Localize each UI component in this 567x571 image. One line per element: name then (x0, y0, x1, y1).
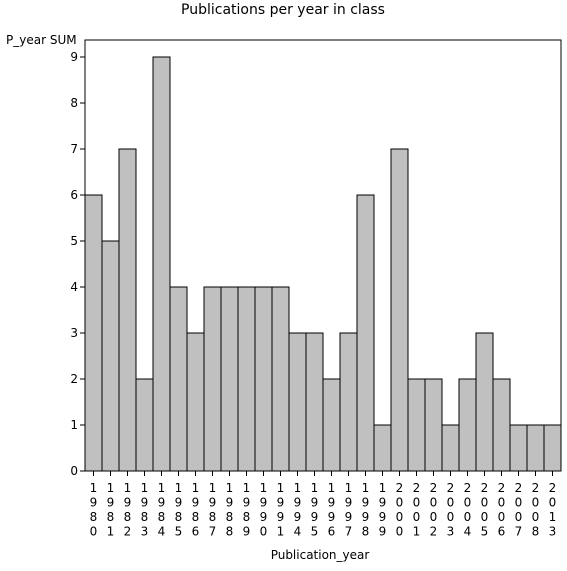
bar-1991 (271, 286, 290, 472)
bar-2004 (458, 378, 477, 472)
bar-1988 (220, 286, 239, 472)
plot-frame (84, 39, 562, 472)
bar-1983 (135, 378, 154, 472)
bar-1986 (186, 332, 205, 472)
y-tick-label: 8 (70, 96, 78, 110)
y-tick-label: 3 (70, 326, 78, 340)
bar-1987 (203, 286, 222, 472)
bar-1995 (305, 332, 324, 472)
bar-1990 (254, 286, 273, 472)
y-tick-label: 9 (70, 50, 78, 64)
bar-2006 (492, 378, 511, 472)
y-tick-label: 6 (70, 188, 78, 202)
bar-2013 (543, 424, 562, 472)
bar-2008 (526, 424, 545, 472)
y-axis-label: P_year SUM (6, 33, 77, 47)
bars-group (84, 56, 562, 472)
chart-title: Publications per year in class (181, 2, 385, 18)
bar-2007 (509, 424, 528, 472)
bar-1985 (169, 286, 188, 472)
bar-1997 (339, 332, 358, 472)
bar-1994 (288, 332, 307, 472)
bar-1989 (237, 286, 256, 472)
bar-1981 (101, 240, 120, 472)
y-tick-label: 4 (70, 280, 78, 294)
bar-2002 (424, 378, 443, 472)
x-axis-label: Publication_year (271, 548, 370, 562)
bar-2001 (407, 378, 426, 472)
bar-1984 (152, 56, 171, 472)
bar-1982 (118, 148, 137, 472)
bar-1996 (322, 378, 341, 472)
bar-2003 (441, 424, 460, 472)
y-axis-ticks: 0 1 2 3 4 5 6 7 8 9 (70, 50, 85, 478)
y-tick-label: 0 (70, 464, 78, 478)
bar-2005 (475, 332, 494, 472)
bar-2000 (390, 148, 409, 472)
bar-1998 (356, 194, 375, 472)
y-tick-label: 2 (70, 372, 78, 386)
y-tick-label: 7 (70, 142, 78, 156)
y-tick-label: 1 (70, 418, 78, 432)
x-axis-ticks: 1 9 8 0 1 9 8 1 1 9 8 2 1 9 8 3 1 9 8 4 1 9 8 5 1 9 8 6 1 9 8 7 1 9 8 8 1 9 8 9… (90, 471, 557, 539)
bar-1980 (84, 194, 103, 472)
bar-1999 (373, 424, 392, 472)
y-tick-label: 5 (70, 234, 78, 248)
